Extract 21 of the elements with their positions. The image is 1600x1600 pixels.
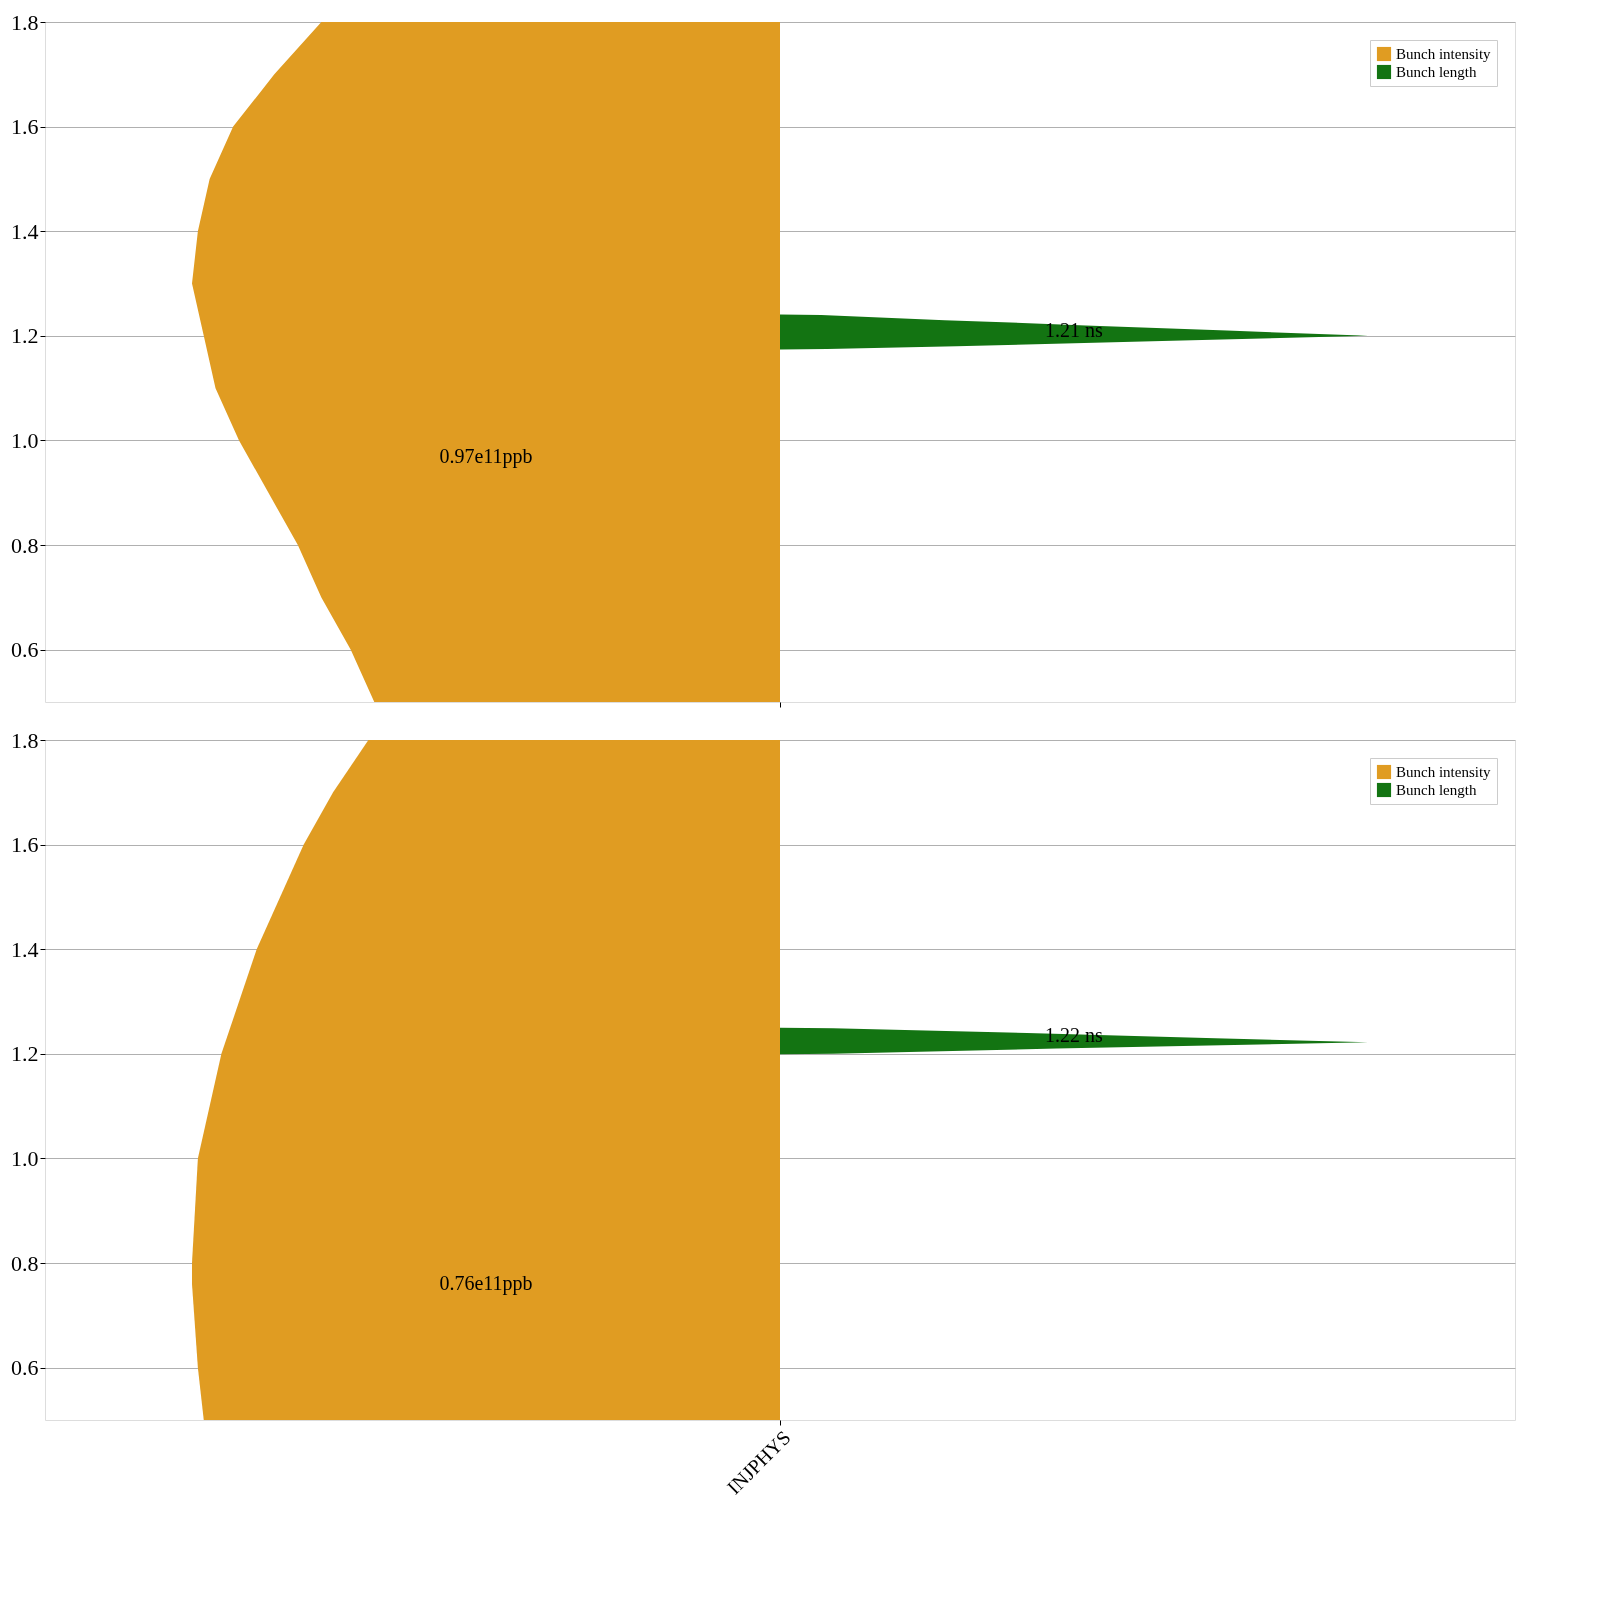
legend-label: Bunch intensity [1396,764,1492,780]
y-tick-label: 1.8 [11,9,39,35]
legend-label: Bunch length [1396,782,1477,798]
annotation: 0.76e11ppb [439,1272,533,1295]
legend-label: Bunch intensity [1396,46,1492,62]
y-tick-label: 1.0 [11,427,39,453]
y-tick-label: 1.6 [11,832,39,858]
y-tick-label: 1.0 [11,1145,39,1171]
annotation: 1.21 ns [1045,319,1104,342]
y-tick-label: 1.6 [11,114,39,140]
y-tick-label: 1.4 [11,218,39,244]
y-tick-label: 0.8 [11,1250,39,1276]
y-tick-label: 1.8 [11,727,39,753]
y-tick-label: 1.2 [11,1041,39,1067]
y-tick-label: 0.8 [11,532,39,558]
y-tick-label: 1.2 [11,323,39,349]
y-tick-label: 1.4 [11,936,39,962]
legend-label: Bunch length [1396,64,1477,80]
y-tick-label: 0.6 [11,1355,39,1381]
annotation: 0.97e11ppb [439,445,533,469]
y-tick-label: 0.6 [11,637,39,663]
